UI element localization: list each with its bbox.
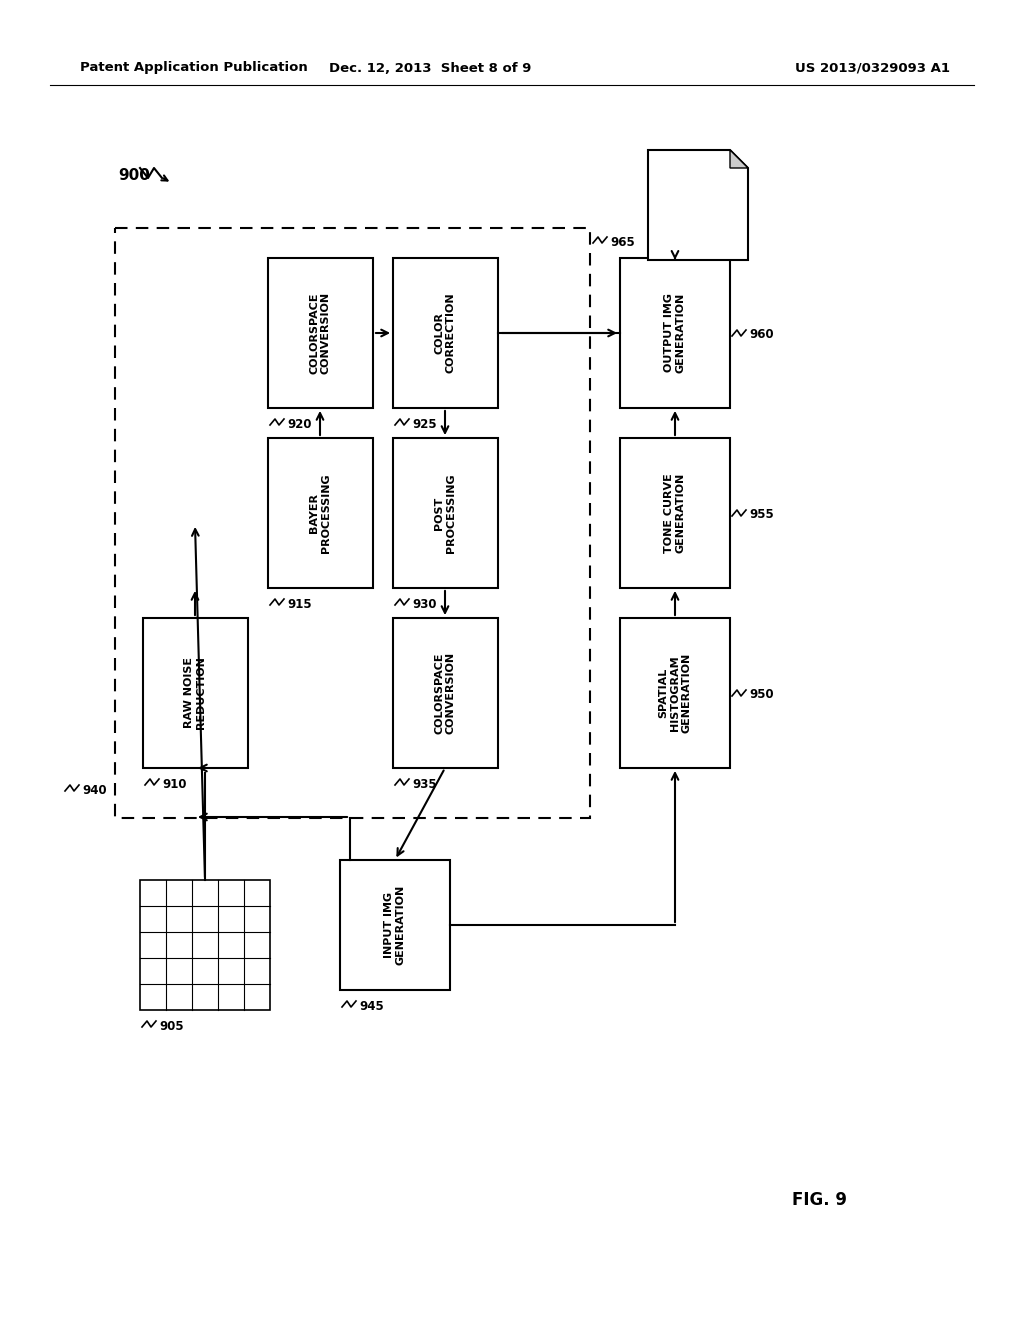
Text: POST
PROCESSING: POST PROCESSING (434, 473, 456, 553)
Text: SPATIAL
HISTOGRAM
GENERATION: SPATIAL HISTOGRAM GENERATION (658, 653, 691, 733)
Text: INPUT IMG
GENERATION: INPUT IMG GENERATION (384, 884, 406, 965)
Bar (140, 880, 270, 1010)
Bar (143, 618, 248, 768)
Text: US 2013/0329093 A1: US 2013/0329093 A1 (795, 62, 950, 74)
Text: 930: 930 (412, 598, 436, 610)
Text: 900: 900 (118, 168, 150, 182)
Bar (115, 228, 590, 818)
Text: OUTPUT IMG
GENERATION: OUTPUT IMG GENERATION (665, 293, 686, 374)
Text: 955: 955 (749, 508, 774, 521)
Text: 925: 925 (412, 417, 436, 430)
Text: Patent Application Publication: Patent Application Publication (80, 62, 308, 74)
Text: COLORSPACE
CONVERSION: COLORSPACE CONVERSION (309, 292, 331, 374)
Bar (620, 257, 730, 408)
Text: FIG. 9: FIG. 9 (793, 1191, 848, 1209)
Text: BAYER
PROCESSING: BAYER PROCESSING (309, 473, 331, 553)
Text: 910: 910 (162, 777, 186, 791)
Text: 945: 945 (359, 999, 384, 1012)
Text: Dec. 12, 2013  Sheet 8 of 9: Dec. 12, 2013 Sheet 8 of 9 (329, 62, 531, 74)
Text: 940: 940 (82, 784, 106, 796)
Text: 935: 935 (412, 777, 436, 791)
Bar (393, 257, 498, 408)
Text: COLORSPACE
CONVERSION: COLORSPACE CONVERSION (434, 652, 456, 734)
Text: 920: 920 (287, 417, 311, 430)
Bar (393, 618, 498, 768)
Bar (620, 438, 730, 587)
Bar (393, 438, 498, 587)
Text: 905: 905 (159, 1019, 183, 1032)
Bar (268, 257, 373, 408)
Text: 965: 965 (610, 235, 635, 248)
Bar (340, 861, 450, 990)
Polygon shape (648, 150, 748, 260)
Text: RAW NOISE
REDUCTION: RAW NOISE REDUCTION (184, 656, 206, 730)
Polygon shape (730, 150, 748, 168)
Text: TONE CURVE
GENERATION: TONE CURVE GENERATION (665, 473, 686, 553)
Bar (620, 618, 730, 768)
Text: 950: 950 (749, 689, 773, 701)
Text: COLOR
CORRECTION: COLOR CORRECTION (434, 293, 456, 374)
Text: 960: 960 (749, 329, 773, 342)
Text: 915: 915 (287, 598, 311, 610)
Bar (268, 438, 373, 587)
